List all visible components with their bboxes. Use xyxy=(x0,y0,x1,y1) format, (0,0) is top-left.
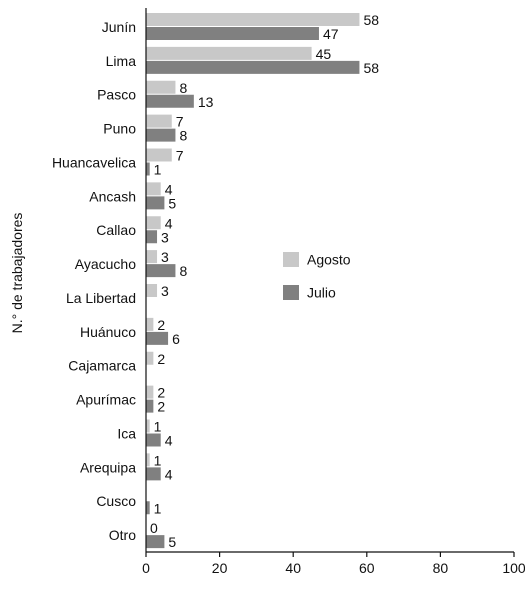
bar-julio-ancash xyxy=(146,196,165,210)
bar-agosto-lima xyxy=(146,46,312,60)
legend-label-julio: Julio xyxy=(307,285,336,301)
value-label-agosto-la-libertad: 3 xyxy=(161,283,169,299)
value-label-agosto-arequipa: 1 xyxy=(154,452,162,468)
x-tick-label-80: 80 xyxy=(433,560,449,576)
bar-julio-otro xyxy=(146,535,165,549)
bar-julio-pasco xyxy=(146,94,194,108)
bars-group xyxy=(146,13,360,549)
value-label-agosto-cajamarca: 2 xyxy=(157,351,165,367)
x-tick-label-20: 20 xyxy=(212,560,228,576)
bar-agosto-la-libertad xyxy=(146,284,158,297)
value-label-julio-ancash: 5 xyxy=(168,195,176,211)
value-label-agosto-lima: 45 xyxy=(316,46,332,62)
category-label-ancash: Ancash xyxy=(89,188,136,204)
category-label-arequipa: Arequipa xyxy=(80,459,136,475)
value-label-agosto-junin: 58 xyxy=(363,12,379,28)
category-label-cusco: Cusco xyxy=(96,493,136,509)
value-label-julio-lima: 58 xyxy=(363,60,379,76)
bar-agosto-apurimac xyxy=(146,385,154,399)
x-tick-label-40: 40 xyxy=(285,560,301,576)
value-label-julio-callao: 3 xyxy=(161,229,169,245)
category-label-apurimac: Apurímac xyxy=(76,392,136,408)
bar-agosto-callao xyxy=(146,216,161,230)
bar-julio-huancavelica xyxy=(146,162,150,176)
legend-swatch-agosto xyxy=(283,252,299,267)
legend-swatch-julio xyxy=(283,285,299,300)
bar-agosto-huancavelica xyxy=(146,148,172,162)
bar-agosto-cajamarca xyxy=(146,351,154,365)
bar-julio-ayacucho xyxy=(146,264,176,278)
legend: Agosto Julio xyxy=(283,252,351,301)
bar-julio-ica xyxy=(146,433,161,447)
value-label-julio-pasco: 13 xyxy=(198,94,214,110)
bar-agosto-arequipa xyxy=(146,453,150,467)
category-label-pasco: Pasco xyxy=(97,87,136,103)
category-labels-group: Junín Lima Pasco Puno Huancavelica Ancash Call… xyxy=(52,19,136,543)
value-label-julio-apurimac: 2 xyxy=(157,399,165,415)
value-label-julio-ayacucho: 8 xyxy=(179,263,187,279)
value-label-agosto-ica: 1 xyxy=(154,419,162,435)
value-label-julio-huancavelica: 1 xyxy=(154,162,162,178)
category-label-huanuco: Huánuco xyxy=(80,324,136,340)
bar-agosto-ica xyxy=(146,419,150,433)
value-label-julio-otro: 5 xyxy=(168,534,176,550)
y-axis-label: N.° de trabajadores xyxy=(9,213,25,334)
x-tick-label-0: 0 xyxy=(142,560,150,576)
category-label-callao: Callao xyxy=(96,222,136,238)
bar-julio-huanuco xyxy=(146,331,169,345)
bar-julio-puno xyxy=(146,128,176,142)
bar-julio-junin xyxy=(146,27,319,40)
value-label-agosto-huanuco: 2 xyxy=(157,317,165,333)
bar-agosto-huanuco xyxy=(146,317,154,331)
category-label-la-libertad: La Libertad xyxy=(66,290,136,306)
bar-julio-apurimac xyxy=(146,399,154,413)
category-label-otro: Otro xyxy=(109,527,136,543)
value-label-agosto-callao: 4 xyxy=(165,215,173,231)
value-label-julio-cusco: 1 xyxy=(154,500,162,516)
value-label-agosto-apurimac: 2 xyxy=(157,385,165,401)
value-label-julio-arequipa: 4 xyxy=(165,466,173,482)
value-label-agosto-pasco: 8 xyxy=(179,80,187,96)
category-label-cajamarca: Cajamarca xyxy=(68,358,136,374)
value-label-julio-huanuco: 6 xyxy=(172,331,180,347)
category-label-lima: Lima xyxy=(106,53,137,69)
category-label-ica: Ica xyxy=(117,425,136,441)
category-label-puno: Puno xyxy=(103,121,136,137)
bar-julio-callao xyxy=(146,230,158,244)
category-label-junin: Junín xyxy=(102,19,136,35)
bar-agosto-pasco xyxy=(146,80,176,94)
x-tick-label-60: 60 xyxy=(359,560,375,576)
value-label-julio-junin: 47 xyxy=(323,26,339,42)
bar-agosto-ayacucho xyxy=(146,250,158,264)
bar-julio-arequipa xyxy=(146,467,161,481)
category-label-ayacucho: Ayacucho xyxy=(75,256,136,272)
legend-label-agosto: Agosto xyxy=(307,252,351,268)
value-label-agosto-ancash: 4 xyxy=(165,181,173,197)
bar-julio-lima xyxy=(146,60,360,74)
value-label-agosto-huancavelica: 7 xyxy=(176,148,184,164)
value-label-julio-ica: 4 xyxy=(165,433,173,449)
x-tick-label-100: 100 xyxy=(502,560,525,576)
bar-agosto-ancash xyxy=(146,182,161,196)
x-ticks-group: 0 20 40 60 80 100 xyxy=(142,552,525,576)
bar-agosto-junin xyxy=(146,13,360,26)
value-label-agosto-otro: 0 xyxy=(150,520,158,536)
bar-julio-cusco xyxy=(146,501,150,515)
category-label-huancavelica: Huancavelica xyxy=(52,154,136,170)
value-label-agosto-ayacucho: 3 xyxy=(161,249,169,265)
bar-agosto-puno xyxy=(146,114,172,128)
value-label-agosto-puno: 7 xyxy=(176,114,184,130)
value-label-julio-puno: 8 xyxy=(179,128,187,144)
